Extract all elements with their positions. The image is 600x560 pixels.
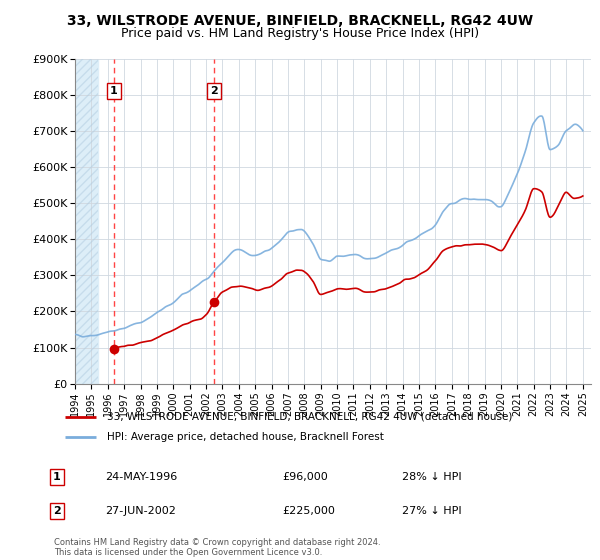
Text: 27-JUN-2002: 27-JUN-2002 <box>105 506 176 516</box>
Text: 33, WILSTRODE AVENUE, BINFIELD, BRACKNELL, RG42 4UW: 33, WILSTRODE AVENUE, BINFIELD, BRACKNEL… <box>67 14 533 28</box>
Text: 1: 1 <box>110 86 118 96</box>
Bar <box>75 59 98 384</box>
Text: 2: 2 <box>210 86 218 96</box>
Text: Contains HM Land Registry data © Crown copyright and database right 2024.
This d: Contains HM Land Registry data © Crown c… <box>54 538 380 557</box>
Text: 1: 1 <box>53 472 61 482</box>
Text: Price paid vs. HM Land Registry's House Price Index (HPI): Price paid vs. HM Land Registry's House … <box>121 27 479 40</box>
Text: 27% ↓ HPI: 27% ↓ HPI <box>402 506 461 516</box>
Text: £96,000: £96,000 <box>282 472 328 482</box>
Text: 33, WILSTRODE AVENUE, BINFIELD, BRACKNELL, RG42 4UW (detached house): 33, WILSTRODE AVENUE, BINFIELD, BRACKNEL… <box>107 412 512 422</box>
Text: 24-MAY-1996: 24-MAY-1996 <box>105 472 177 482</box>
Text: 28% ↓ HPI: 28% ↓ HPI <box>402 472 461 482</box>
Bar <box>75 59 98 384</box>
Text: HPI: Average price, detached house, Bracknell Forest: HPI: Average price, detached house, Brac… <box>107 432 383 442</box>
Text: £225,000: £225,000 <box>282 506 335 516</box>
Text: 2: 2 <box>53 506 61 516</box>
